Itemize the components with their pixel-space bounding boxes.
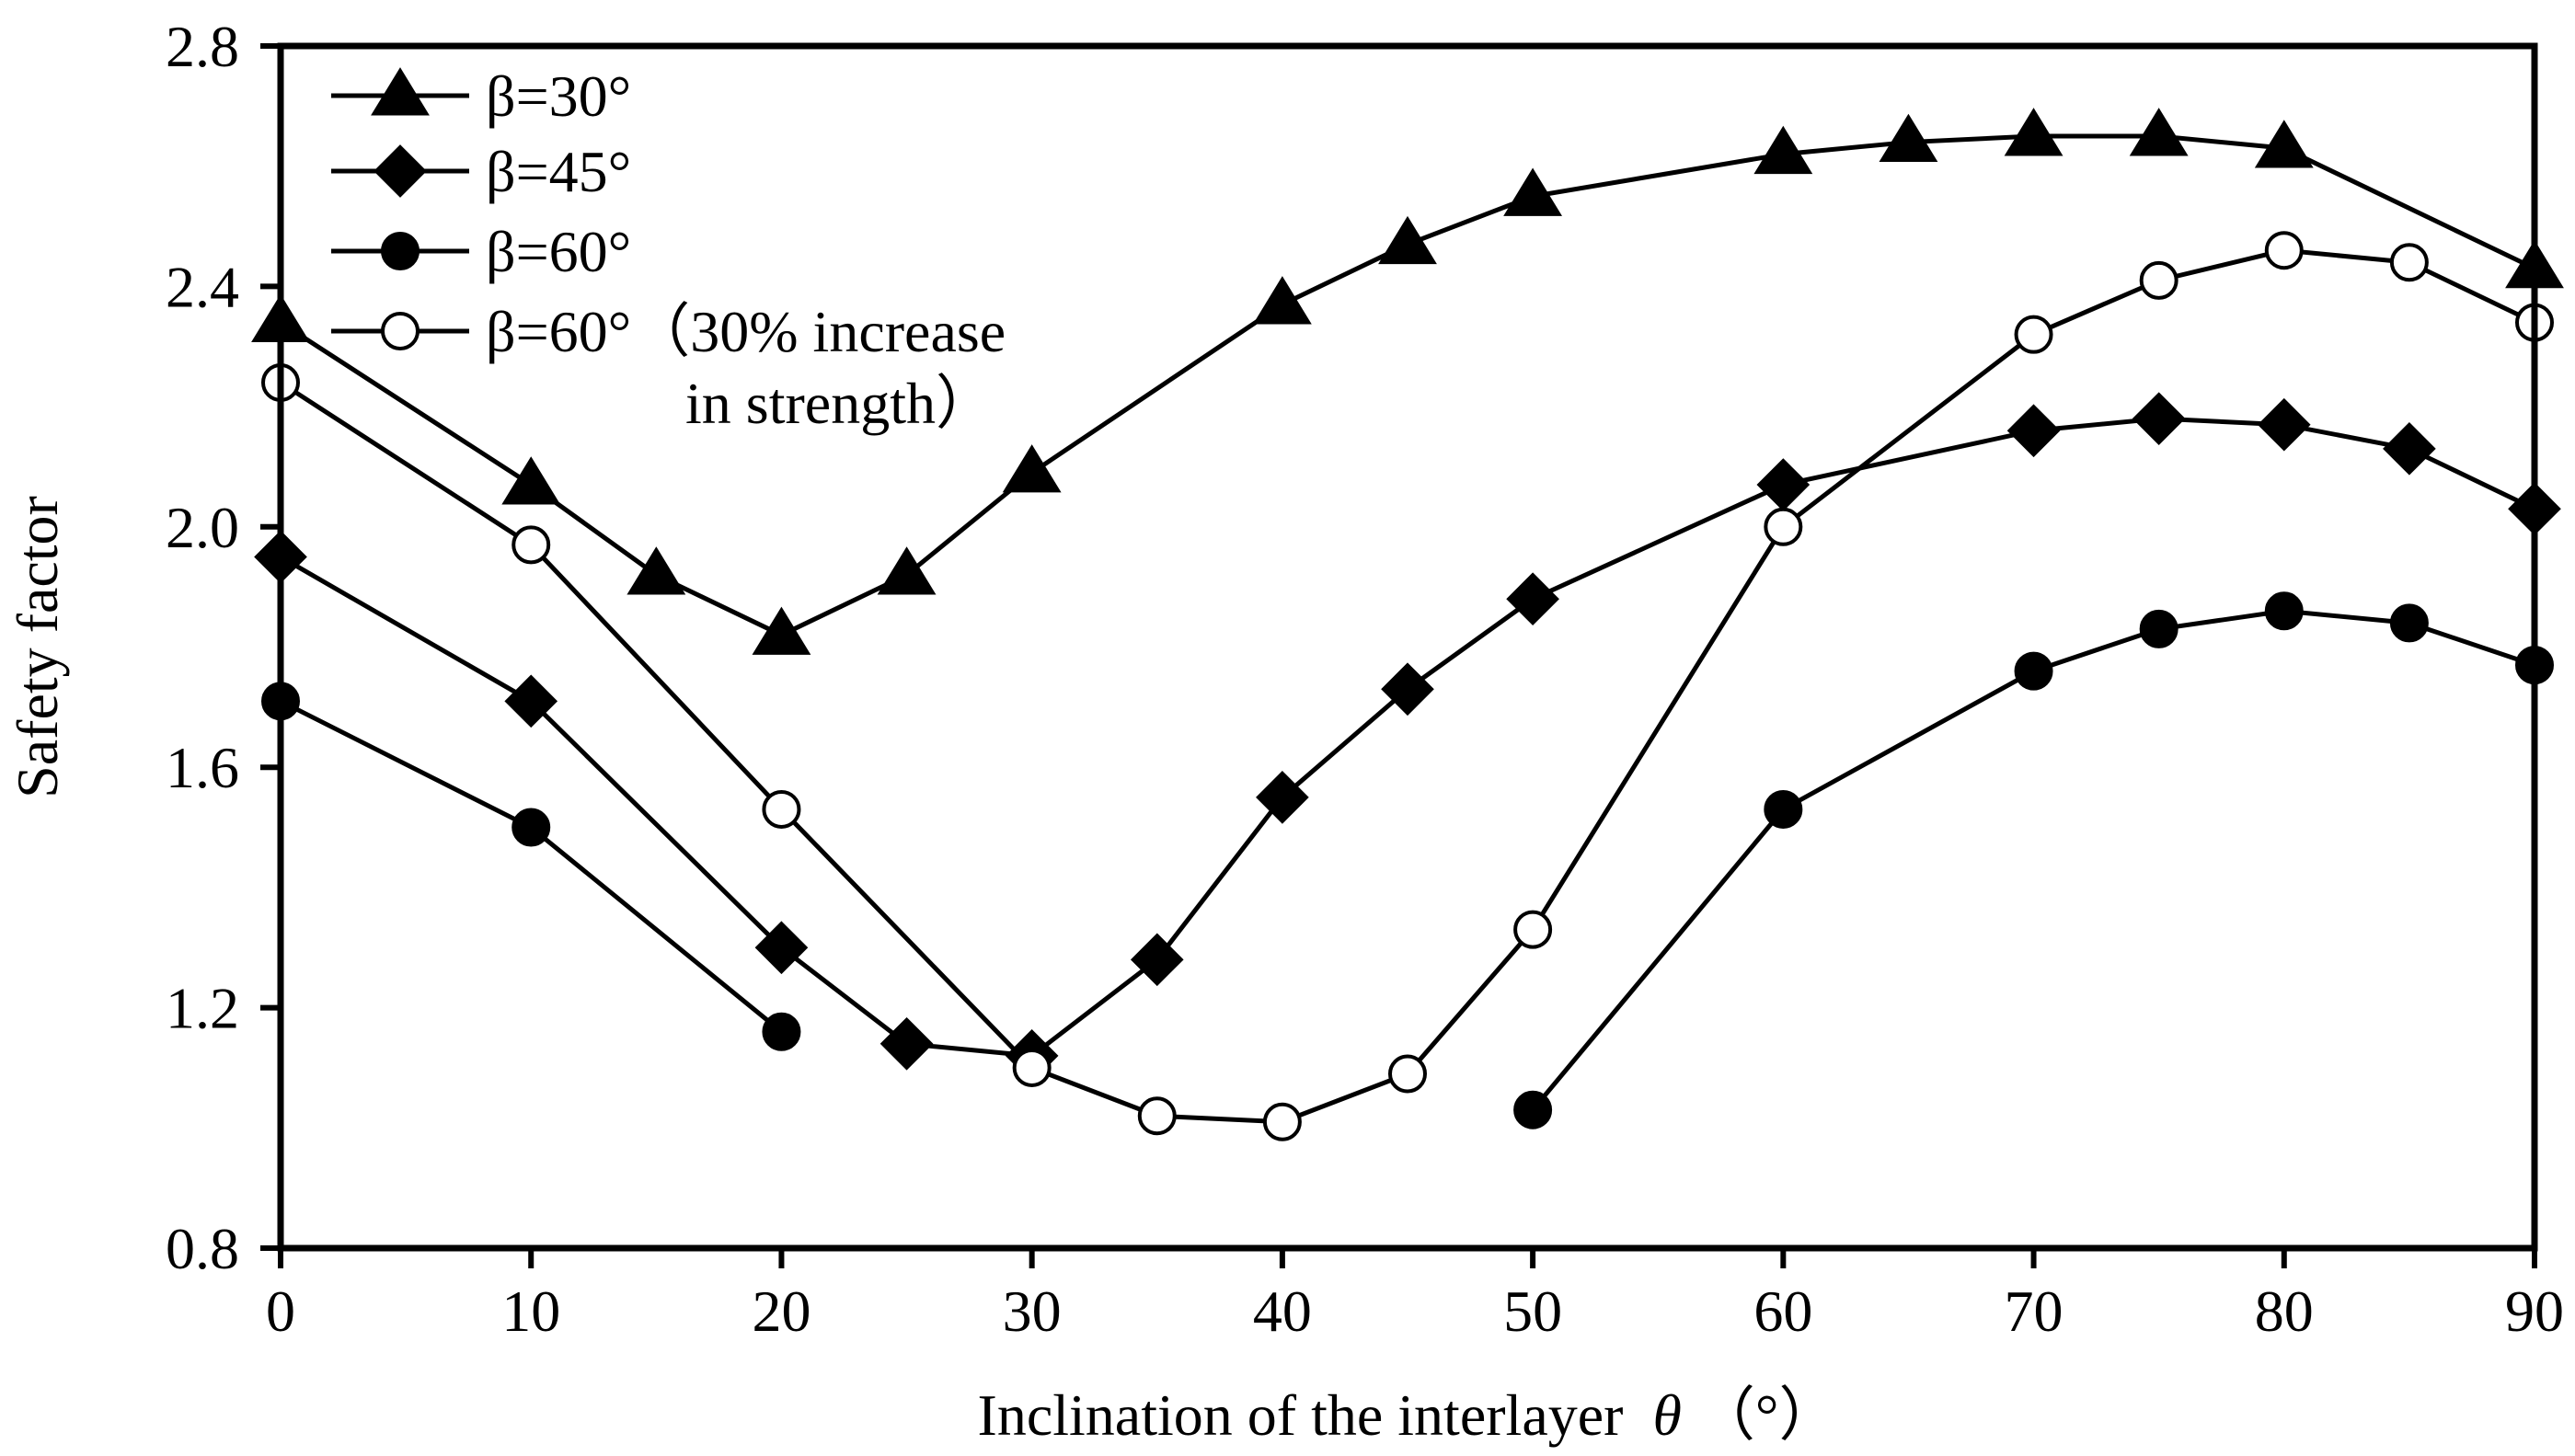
series-1-point — [752, 606, 811, 655]
series-1-line — [279, 133, 2536, 638]
series-4-line — [279, 247, 2536, 1125]
series-1 — [251, 108, 2564, 655]
y-tick-label: 2.0 — [166, 495, 239, 560]
x-axis-title-unit: （°） — [1696, 1382, 1838, 1448]
series-1-point — [1378, 215, 1437, 265]
series-3-point — [2014, 651, 2053, 691]
series-2-point — [1756, 458, 1811, 511]
series-3-point — [2389, 603, 2429, 643]
series-2-point — [879, 1016, 934, 1071]
series-2-point — [1256, 771, 1309, 824]
legend-marker — [381, 232, 420, 270]
x-tick-label: 70 — [2005, 1278, 2063, 1344]
series-4-point — [2014, 315, 2053, 354]
series-3-point — [512, 808, 551, 847]
x-tick-label: 40 — [1253, 1278, 1312, 1344]
x-axis-title-symbol: θ — [1652, 1382, 1681, 1448]
series-1-point — [1252, 276, 1312, 325]
series-layer — [251, 108, 2564, 1141]
y-tick-label: 2.8 — [166, 14, 239, 79]
x-tick-label: 10 — [501, 1278, 560, 1344]
x-tick-label: 90 — [2505, 1278, 2564, 1344]
series-4-point — [2264, 231, 2304, 270]
series-1-point — [627, 546, 686, 595]
legend: β=30° β=45° β=60° β=60°（30% increase in stre… — [331, 63, 1006, 436]
series-4-point — [1764, 507, 1803, 546]
series-2-point — [2383, 422, 2436, 476]
ticks-layer: 0 10 20 30 40 50 60 70 80 90 0.8 1.2 1.6 2.0 2.4 2.8 — [166, 14, 2564, 1344]
x-axis-title: Inclination of the interlayer θ （°） — [978, 1382, 1838, 1448]
series-4-point — [1012, 1048, 1052, 1087]
series-1-point — [1879, 113, 1938, 162]
series-3-point — [1513, 1090, 1553, 1129]
legend-marker — [371, 67, 430, 116]
series-2-point — [2132, 392, 2186, 445]
series-3-point — [2264, 591, 2304, 631]
legend-label: β=60°（30% increase — [486, 299, 1006, 364]
legend-label: β=45° — [486, 139, 631, 204]
series-2-point — [2006, 404, 2061, 458]
series-3-point — [1764, 789, 1803, 829]
x-tick-label: 0 — [266, 1278, 295, 1344]
series-4-point — [1388, 1054, 1427, 1094]
x-tick-label: 80 — [2255, 1278, 2314, 1344]
series-4-point — [1513, 910, 1553, 949]
series-2-point — [1381, 662, 1434, 717]
y-tick-label: 1.6 — [166, 735, 239, 800]
x-tick-label: 20 — [752, 1278, 810, 1344]
legend-marker — [374, 144, 427, 198]
series-2-point — [2257, 397, 2311, 452]
series-2-point — [1130, 933, 1184, 987]
plot-frame — [277, 42, 2538, 1252]
x-tick-label: 50 — [1503, 1278, 1562, 1344]
series-1-point — [1002, 444, 1062, 493]
legend-label: β=30° — [486, 63, 631, 129]
series-3-point — [762, 1012, 801, 1051]
series-4-point — [512, 525, 551, 565]
x-axis-title-text: Inclination of the interlayer — [978, 1382, 1624, 1448]
legend-label: β=60° — [486, 219, 631, 284]
series-4-point — [1137, 1096, 1177, 1136]
series-2-point — [754, 921, 809, 975]
series-1-point — [1753, 125, 1813, 175]
y-tick-label: 0.8 — [166, 1216, 239, 1281]
series-3-line — [279, 699, 784, 1034]
series-1-point — [2004, 108, 2063, 156]
series-1-point — [2129, 108, 2189, 156]
series-4-point — [1262, 1102, 1302, 1141]
series-4-point — [762, 789, 801, 829]
series-2-line — [279, 416, 2536, 1059]
x-tick-label: 30 — [1003, 1278, 1062, 1344]
y-tick-label: 1.2 — [166, 976, 239, 1041]
series-3-point — [2139, 609, 2178, 648]
series-2-point — [504, 674, 558, 728]
legend-marker — [381, 312, 420, 350]
legend-label-line2: in strength） — [685, 371, 994, 436]
series-2-point — [1506, 572, 1559, 626]
series-1-point — [1503, 167, 1563, 216]
y-axis-title: Safety factor — [5, 496, 70, 798]
series-2 — [254, 392, 2561, 1083]
series-4-point — [2139, 260, 2178, 300]
y-tick-label: 2.4 — [166, 254, 239, 319]
series-1-point — [2254, 120, 2314, 168]
series-1-point — [877, 546, 937, 595]
series-1-point — [501, 456, 561, 505]
series-4-point — [2389, 243, 2429, 282]
x-tick-label: 60 — [1753, 1278, 1812, 1344]
